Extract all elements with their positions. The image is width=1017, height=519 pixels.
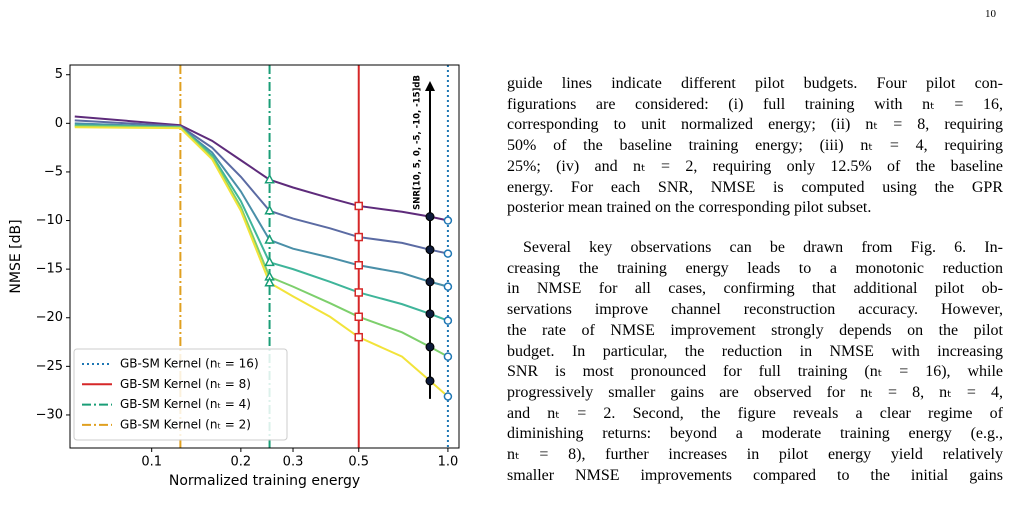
- x-tick-label: 0.2: [231, 455, 252, 470]
- y-tick-label: −10: [36, 213, 63, 228]
- point-marker: [264, 173, 275, 184]
- point-marker: [354, 332, 363, 342]
- snr-point: [425, 309, 435, 319]
- snr-point: [425, 342, 435, 352]
- legend-label: GB-SM Kernel (nₜ = 8): [120, 377, 251, 391]
- text-line: smaller NMSE improvements compared to th…: [507, 466, 1003, 484]
- y-tick-label: −25: [36, 359, 63, 374]
- legend-label: GB-SM Kernel (nₜ = 16): [120, 357, 259, 371]
- text-line: in NMSE for all cases, confirming that a…: [507, 280, 1003, 298]
- point-marker: [264, 256, 275, 267]
- text-line: budget. In particular, the reduction in …: [507, 342, 1003, 360]
- x-axis-label: Normalized training energy: [169, 473, 360, 489]
- text-line: SNR is most pronounced for full training…: [507, 363, 1003, 381]
- point-marker: [264, 233, 275, 244]
- snr-point: [425, 245, 435, 255]
- page-number: 10: [985, 8, 996, 20]
- point-marker: [443, 352, 453, 361]
- text-line: progressively smaller gains are observed…: [507, 383, 1003, 401]
- text-line: diminishing returns: beyond a moderate t…: [507, 425, 1003, 443]
- point-marker: [354, 312, 363, 322]
- x-tick-label: 0.1: [141, 455, 162, 470]
- text-line: creasing the training energy leads to a …: [507, 259, 1003, 277]
- series-line: [74, 124, 449, 322]
- series-line: [74, 119, 449, 255]
- y-tick-label: −30: [36, 407, 63, 422]
- plot-frame: [69, 64, 460, 449]
- snr-point: [425, 277, 435, 287]
- point-marker: [443, 216, 453, 225]
- snr-point: [425, 212, 435, 222]
- text-line: corresponding to unit normalized energy;…: [507, 116, 1003, 134]
- point-marker: [443, 316, 453, 325]
- y-tick-label: −5: [44, 164, 63, 179]
- snr-point: [425, 376, 435, 386]
- legend-box: [73, 348, 288, 441]
- point-marker: [354, 201, 363, 211]
- point-marker: [264, 204, 275, 215]
- snr-annotation: SNR[10, 5, 0, -5, -10, -15]dB: [412, 75, 422, 210]
- series-line: [74, 125, 449, 358]
- point-marker: [443, 282, 453, 291]
- text-line: servations improve channel reconstructio…: [507, 301, 1003, 319]
- text-line: guide lines indicate different pilot bud…: [507, 75, 1003, 92]
- point-marker: [264, 276, 275, 287]
- x-tick-label: 0.3: [283, 455, 304, 470]
- x-tick-label: 1.0: [438, 455, 459, 470]
- text-line: the rate of NMSE improvement strongly de…: [507, 321, 1003, 339]
- text-line: 50% of the baseline training energy; (ii…: [507, 137, 1003, 155]
- text-line: Several key observations can be drawn fr…: [523, 239, 1003, 256]
- point-marker: [354, 288, 363, 297]
- y-tick-label: 5: [55, 67, 63, 82]
- point-marker: [443, 392, 453, 401]
- y-axis-label: NMSE [dB]: [8, 219, 24, 293]
- text-line: figurations are considered: (i) full tra…: [507, 95, 1003, 113]
- text-line: energy. For each SNR, NMSE is computed u…: [507, 178, 1003, 196]
- text-line: nₜ = 8), further increases in pilot ener…: [507, 446, 1003, 463]
- legend-label: GB-SM Kernel (nₜ = 4): [120, 397, 251, 411]
- snr-arrowhead: [424, 81, 435, 91]
- chart: 0.1 0.2 0.3 0.5 1.0 5 0 −5 −10 −15 −20 −25 −30 Normal…: [8, 64, 460, 489]
- y-tick-label: 0: [55, 116, 63, 131]
- text-line: 25%; (iv) and nₜ = 2, requiring only 12.…: [507, 157, 1003, 175]
- text-line: posterior mean trained on the correspond…: [507, 199, 872, 217]
- y-tick-label: −20: [36, 310, 63, 325]
- series-line: [74, 115, 449, 222]
- x-tick-label: 0.5: [348, 455, 369, 470]
- text-line: and nₜ = 2. Second, the figure reveals a…: [507, 404, 1003, 422]
- point-marker: [443, 249, 453, 258]
- series-line: [74, 126, 449, 398]
- point-marker: [354, 232, 363, 242]
- legend-label: GB-SM Kernel (nₜ = 2): [120, 417, 251, 431]
- y-tick-label: −15: [36, 262, 63, 277]
- point-marker: [354, 260, 363, 270]
- series-line: [74, 122, 449, 288]
